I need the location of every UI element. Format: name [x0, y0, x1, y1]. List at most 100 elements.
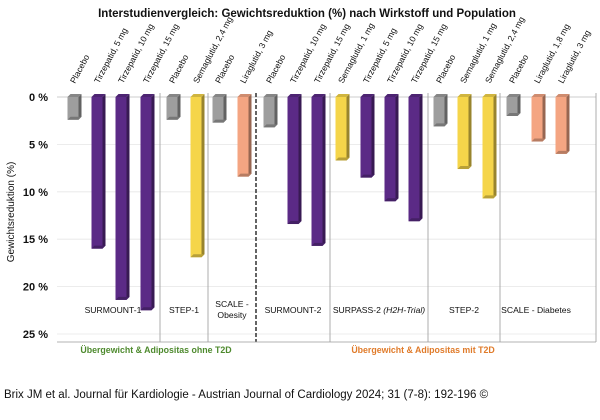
bar-side — [223, 94, 227, 123]
bar-side — [517, 94, 521, 116]
bar-front — [263, 97, 275, 128]
bar-side — [444, 94, 448, 127]
bar-bottom — [91, 245, 106, 249]
bar — [237, 94, 252, 177]
bar-front — [384, 97, 396, 202]
bar-bottom — [263, 124, 278, 128]
bar-front — [67, 97, 79, 120]
bar-front — [237, 97, 249, 177]
bar — [212, 94, 227, 123]
bar-front — [482, 97, 494, 199]
bar-front — [335, 97, 347, 161]
bar — [311, 94, 326, 246]
bar-bottom — [190, 254, 205, 258]
bar-bottom — [408, 218, 423, 222]
study-label: STEP-1 — [169, 305, 199, 315]
bar-top — [531, 94, 546, 97]
bar-bottom — [237, 173, 252, 177]
bar-side — [78, 94, 82, 120]
bar-top — [287, 94, 302, 97]
bar-bottom — [67, 116, 82, 120]
bar-top — [433, 94, 448, 97]
x-tick-label: Placebo — [68, 53, 92, 85]
bar — [91, 94, 106, 249]
bar-top — [457, 94, 472, 97]
bar-front — [555, 97, 567, 154]
bar — [555, 94, 570, 154]
study-label: SURMOUNT-1 — [85, 305, 142, 315]
study-label: SURMOUNT-2 — [265, 305, 322, 315]
bar-front — [287, 97, 299, 225]
bar — [335, 94, 350, 161]
bar-side — [248, 94, 252, 177]
bar-side — [201, 94, 205, 258]
bar-front — [190, 97, 202, 258]
bar-side — [151, 94, 155, 311]
bar-bottom — [212, 119, 227, 123]
bar — [166, 94, 181, 120]
bar-side — [322, 94, 326, 246]
bar-side — [126, 94, 130, 300]
bar-top — [555, 94, 570, 97]
x-tick-label: Placebo — [434, 53, 458, 85]
bar-side — [566, 94, 570, 154]
study-label: SURPASS-2 (H2H-Trial) — [333, 305, 425, 315]
bar-bottom — [433, 123, 448, 127]
bar-side — [542, 94, 546, 142]
bar-front — [457, 97, 469, 170]
x-tick-label: Placebo — [167, 53, 191, 85]
bar-front — [212, 97, 224, 123]
bar-top — [212, 94, 227, 97]
bar — [531, 94, 546, 142]
study-label: SCALE - — [215, 299, 249, 309]
population-label: Übergewicht & Adipositas mit T2D — [351, 345, 494, 355]
bar-side — [102, 94, 106, 249]
bar-top — [263, 94, 278, 97]
bar-bottom — [384, 198, 399, 202]
study-label-line2: Obesity — [217, 310, 247, 320]
bar — [190, 94, 205, 258]
bar-side — [371, 94, 375, 178]
bar — [140, 94, 155, 311]
bar-side — [298, 94, 302, 225]
bar-top — [166, 94, 181, 97]
study-label: SCALE - Diabetes — [501, 305, 571, 315]
bar-bottom — [287, 221, 302, 225]
bar-top — [91, 94, 106, 97]
bar — [457, 94, 472, 170]
bar-top — [140, 94, 155, 97]
bar-front — [531, 97, 543, 142]
bar-top — [335, 94, 350, 97]
bar-front — [166, 97, 178, 120]
bar-front — [115, 97, 127, 300]
y-tick-label: 15 % — [23, 234, 48, 246]
x-tick-label: Placebo — [507, 53, 531, 85]
bar-top — [506, 94, 521, 97]
x-tick-label: Placebo — [264, 53, 288, 85]
bar — [287, 94, 302, 225]
bar — [482, 94, 497, 199]
population-label: Übergewicht & Adipositas ohne T2D — [80, 345, 231, 355]
bar-side — [493, 94, 497, 199]
bar-side — [468, 94, 472, 170]
bar-bottom — [531, 138, 546, 142]
bar-front — [433, 97, 445, 127]
y-tick-label: 25 % — [23, 329, 48, 341]
bar-side — [419, 94, 423, 222]
bar-top — [408, 94, 423, 97]
bar-side — [274, 94, 278, 128]
bar-front — [408, 97, 420, 222]
bar — [506, 94, 521, 116]
bar — [433, 94, 448, 127]
bar-bottom — [335, 157, 350, 161]
bar-top — [237, 94, 252, 97]
bar-bottom — [115, 296, 130, 300]
bar-top — [360, 94, 375, 97]
bar-top — [311, 94, 326, 97]
bar-bottom — [555, 150, 570, 154]
bar-bottom — [311, 242, 326, 246]
bar-bottom — [166, 116, 181, 120]
bar-side — [346, 94, 350, 161]
x-tick-label: Placebo — [213, 53, 237, 85]
